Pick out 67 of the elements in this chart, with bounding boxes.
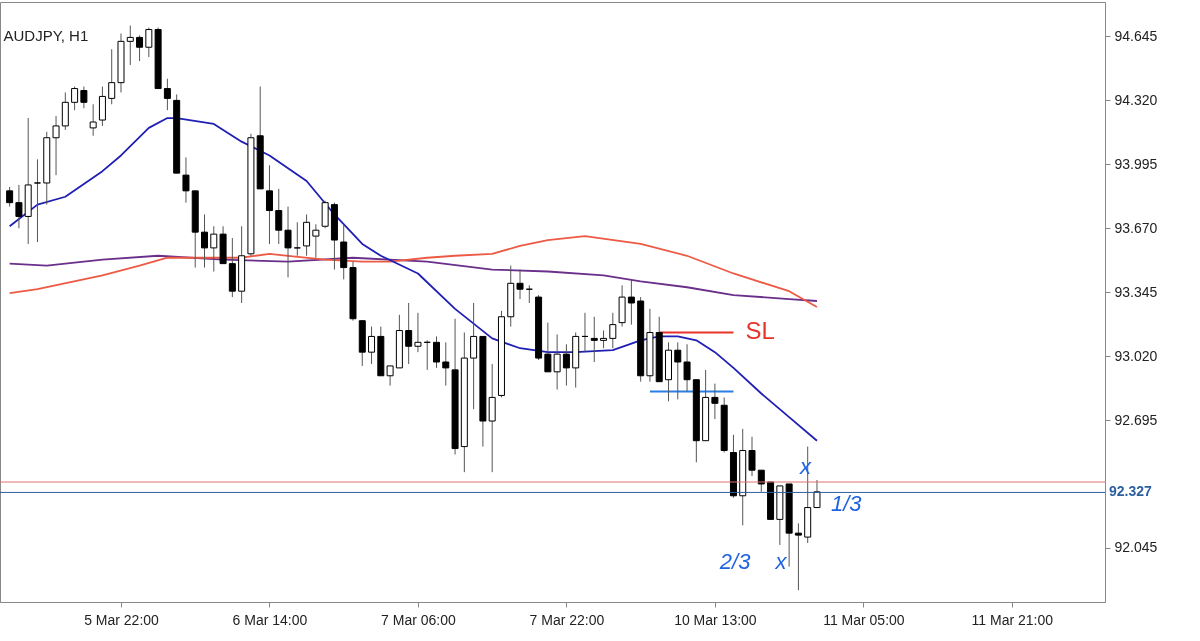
x-tick-label: 7 Mar 06:00 xyxy=(381,611,457,628)
candlestick xyxy=(386,365,394,387)
y-tick-label: 94.320 xyxy=(1114,91,1158,108)
ref-line-label: 92.327 xyxy=(1109,483,1153,500)
candlestick xyxy=(609,312,617,349)
x-tick-label: 5 Mar 22:00 xyxy=(84,611,160,628)
candlestick xyxy=(284,206,292,278)
candlestick xyxy=(6,186,14,208)
annotation: 2/3 xyxy=(718,549,752,575)
annotation: 1/3 xyxy=(830,491,863,517)
x-tick-label: 11 Mar 05:00 xyxy=(823,611,905,628)
x-tick-label: 11 Mar 21:00 xyxy=(971,611,1054,628)
y-tick-label: 93.345 xyxy=(1114,283,1158,300)
candlestick xyxy=(368,326,376,365)
candlestick xyxy=(813,479,821,509)
candlestick xyxy=(442,341,450,387)
candlestick xyxy=(433,335,440,369)
candlestick xyxy=(210,225,218,273)
series-label: SL xyxy=(745,317,775,345)
text: AUDJPY, H1 xyxy=(3,27,89,44)
candlestick xyxy=(627,278,635,326)
candlestick xyxy=(182,156,190,204)
candlestick xyxy=(470,302,478,410)
candlestick xyxy=(590,316,598,363)
candlestick xyxy=(711,383,719,420)
candlestick xyxy=(303,213,311,257)
candlestick xyxy=(562,343,570,387)
candlestick xyxy=(89,103,97,137)
candlestick xyxy=(312,223,320,259)
candlestick xyxy=(201,213,209,269)
candlestick xyxy=(163,78,171,111)
candlestick xyxy=(748,436,756,477)
candlestick xyxy=(80,86,88,109)
candlestick xyxy=(405,302,413,365)
line-series xyxy=(8,254,818,302)
line-series xyxy=(8,235,818,308)
candlestick xyxy=(488,363,496,473)
candlestick xyxy=(33,158,41,243)
candlestick xyxy=(321,200,329,229)
candlestick xyxy=(52,115,60,176)
annotation: x xyxy=(774,549,788,575)
candlestick xyxy=(98,86,106,127)
candlestick xyxy=(145,27,153,58)
line-series xyxy=(8,117,818,442)
y-tick-label: 93.020 xyxy=(1114,347,1158,364)
y-tick-label: 92.695 xyxy=(1114,411,1158,428)
x-tick-label: 6 Mar 14:00 xyxy=(232,611,308,628)
candlestick xyxy=(265,164,273,245)
y-tick-label: 92.045 xyxy=(1114,539,1158,556)
candlestick xyxy=(683,343,691,393)
candlestick xyxy=(293,221,301,257)
candlestick xyxy=(126,25,134,66)
y-tick-label: 93.670 xyxy=(1114,219,1158,236)
candlestick xyxy=(136,34,144,62)
x-tick-label: 7 Mar 22:00 xyxy=(529,611,605,628)
candlestick xyxy=(516,269,524,300)
y-tick-label: 94.645 xyxy=(1114,27,1158,44)
candlestick xyxy=(414,312,422,353)
x-tick-label: 10 Mar 13:00 xyxy=(674,611,757,628)
candlestick xyxy=(15,184,23,229)
candlestick xyxy=(275,188,283,245)
candlestick xyxy=(61,91,69,131)
candlestick xyxy=(71,86,79,111)
candlestick xyxy=(794,522,802,591)
y-tick-label: 93.995 xyxy=(1114,155,1158,172)
candlestick xyxy=(108,48,116,105)
candlestick xyxy=(674,341,682,400)
